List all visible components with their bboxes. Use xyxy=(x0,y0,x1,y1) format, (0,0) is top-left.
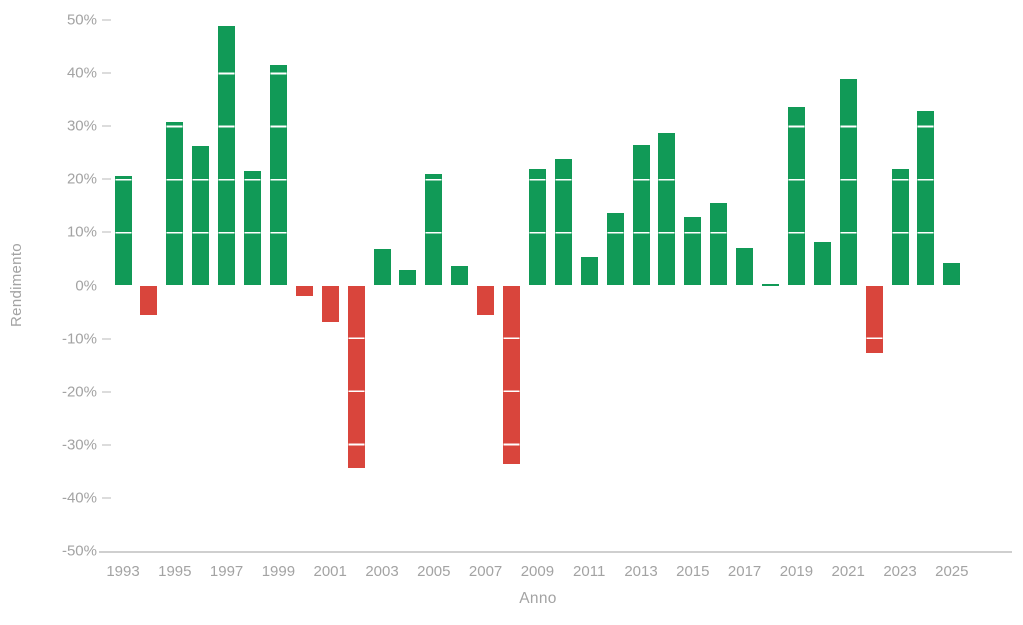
x-tick-label: 1999 xyxy=(261,563,296,580)
x-tick-label: 1993 xyxy=(106,563,140,580)
bar-2010[interactable] xyxy=(554,158,572,286)
y-tick-label: -30% xyxy=(61,436,97,454)
x-tick-label: 2015 xyxy=(676,563,710,580)
x-tick-label: 2001 xyxy=(313,563,347,580)
bar-2021[interactable] xyxy=(839,78,857,286)
bar-1994[interactable] xyxy=(140,285,158,315)
x-tick-label: 2007 xyxy=(468,563,503,580)
bar-2022[interactable] xyxy=(865,285,883,354)
bar-2011[interactable] xyxy=(580,256,598,286)
bar-2023[interactable] xyxy=(891,169,909,286)
y-tick-mark xyxy=(102,72,111,75)
bar-2016[interactable] xyxy=(710,203,728,286)
bar-2013[interactable] xyxy=(632,145,650,286)
y-tick-mark xyxy=(102,337,111,340)
x-tick-label: 2009 xyxy=(520,563,555,580)
bar-2005[interactable] xyxy=(425,173,443,286)
y-tick-label: 10% xyxy=(66,223,97,241)
bar-2019[interactable] xyxy=(787,106,805,286)
x-axis-title: Anno xyxy=(519,590,557,607)
bar-2000[interactable] xyxy=(295,285,313,296)
y-tick-mark xyxy=(102,390,111,393)
x-tick-label: 2013 xyxy=(624,563,658,580)
bar-2015[interactable] xyxy=(684,216,702,286)
bar-2008[interactable] xyxy=(503,285,520,465)
y-tick-mark xyxy=(102,178,111,181)
y-tick-mark xyxy=(102,496,111,499)
bar-1995[interactable] xyxy=(166,121,184,286)
bar-2003[interactable] xyxy=(373,249,391,286)
x-tick-label: 2017 xyxy=(727,563,762,580)
y-tick-label: 0% xyxy=(75,277,97,294)
y-tick-label: 20% xyxy=(66,170,97,188)
y-tick-label: 30% xyxy=(66,117,97,135)
x-tick-label: 2021 xyxy=(831,563,865,580)
bar-2001[interactable] xyxy=(321,285,339,322)
bar-2018[interactable] xyxy=(762,283,779,286)
y-tick-label: 50% xyxy=(66,11,97,29)
bar-2014[interactable] xyxy=(658,132,676,286)
x-tick-label: 2019 xyxy=(779,563,814,580)
x-axis-line xyxy=(99,551,1012,553)
y-tick-label: 40% xyxy=(66,64,97,82)
y-tick-mark xyxy=(102,18,111,21)
bar-2012[interactable] xyxy=(606,213,624,286)
bar-1993[interactable] xyxy=(114,176,132,286)
bar-2009[interactable] xyxy=(528,168,546,286)
bar-2024[interactable] xyxy=(917,111,935,286)
bar-2020[interactable] xyxy=(813,241,831,286)
y-tick-label: -10% xyxy=(61,330,97,348)
bar-1997[interactable] xyxy=(218,25,236,286)
bar-2007[interactable] xyxy=(477,285,495,316)
y-tick-label: -20% xyxy=(61,383,97,401)
bar-2025[interactable] xyxy=(943,263,961,286)
x-tick-label: 1997 xyxy=(209,563,244,580)
x-tick-label: 2023 xyxy=(883,563,917,580)
y-tick-mark xyxy=(102,231,111,234)
bar-2017[interactable] xyxy=(736,248,754,286)
x-tick-label: 2011 xyxy=(573,563,606,580)
y-tick-label: -50% xyxy=(61,542,97,560)
x-tick-label: 1995 xyxy=(158,563,192,580)
bar-1998[interactable] xyxy=(244,170,261,286)
y-tick-mark xyxy=(102,125,111,128)
x-tick-label: 2025 xyxy=(935,563,969,580)
bar-2006[interactable] xyxy=(451,265,469,286)
y-tick-label: -40% xyxy=(61,489,97,507)
y-tick-mark xyxy=(102,443,111,446)
bar-2004[interactable] xyxy=(399,270,417,286)
x-tick-label: 2005 xyxy=(417,563,451,580)
bar-2002[interactable] xyxy=(347,285,365,469)
bar-1996[interactable] xyxy=(192,146,210,286)
x-tick-label: 2003 xyxy=(365,563,399,580)
bar-1999[interactable] xyxy=(269,64,287,286)
